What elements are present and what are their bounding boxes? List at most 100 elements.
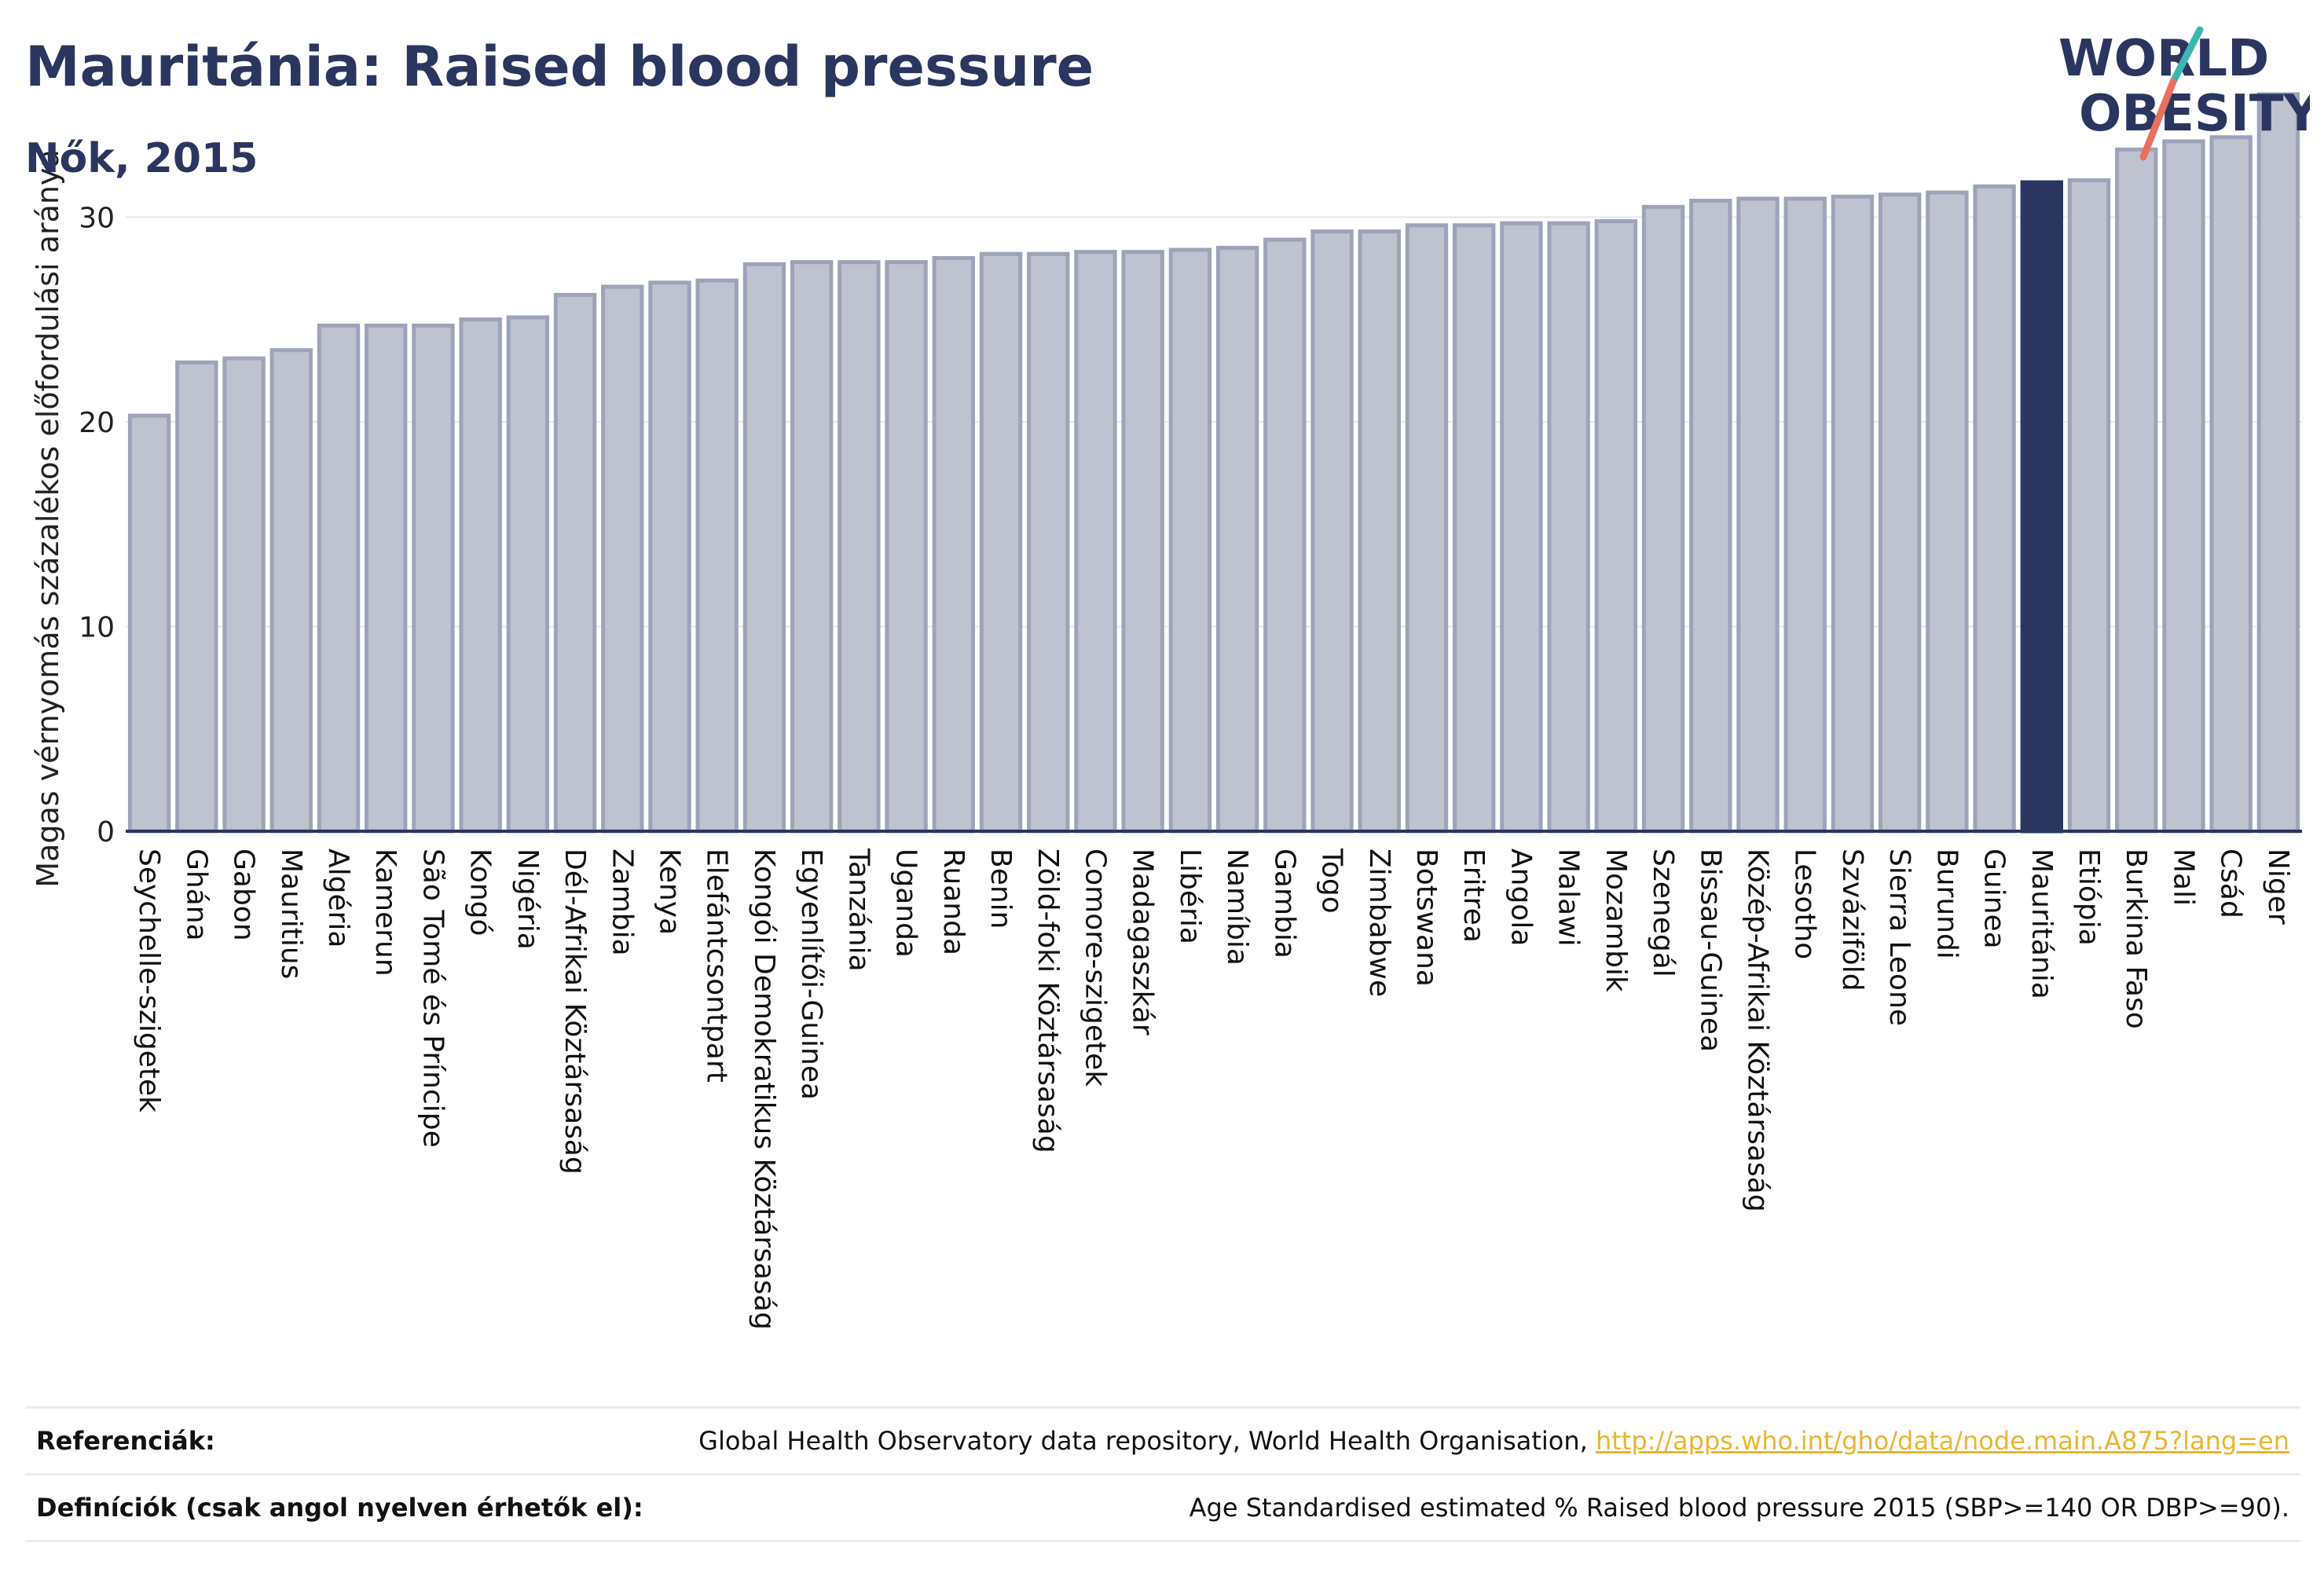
x-tick-label: Gambia bbox=[1268, 848, 1300, 958]
bar bbox=[2209, 135, 2253, 834]
logo-slash-teal bbox=[2169, 26, 2204, 86]
bar bbox=[885, 260, 928, 834]
y-axis-label: Magas vérnyomás százalékos előfordulási … bbox=[31, 149, 65, 887]
y-tick-label: 10 bbox=[79, 611, 115, 643]
x-tick-label: Mauritius bbox=[275, 848, 307, 979]
page-subtitle: Nők, 2015 bbox=[25, 135, 258, 182]
x-axis-labels: Seychelle-szigetek Ghána Gabon Mauritius Alg… bbox=[133, 848, 2294, 1330]
bar bbox=[506, 315, 550, 834]
bar bbox=[1405, 223, 1449, 834]
references-value: Global Health Observatory data repositor… bbox=[698, 1426, 2289, 1456]
page-title: Mauritánia: Raised blood pressure bbox=[25, 35, 1094, 99]
bar bbox=[1641, 204, 1685, 834]
bar bbox=[1736, 196, 1780, 834]
x-tick-label: Nigéria bbox=[511, 848, 544, 950]
bar bbox=[1689, 198, 1732, 834]
x-tick-label: Namíbia bbox=[1221, 848, 1253, 966]
bar bbox=[601, 284, 644, 834]
references-label: Referenciák: bbox=[36, 1426, 215, 1456]
bar bbox=[269, 348, 313, 834]
x-tick-label: Burkina Faso bbox=[2120, 848, 2152, 1029]
x-tick-label: Seychelle-szigetek bbox=[133, 848, 165, 1112]
bar bbox=[1027, 251, 1070, 834]
bar bbox=[1358, 229, 1401, 834]
x-tick-label: Elefántcsontpart bbox=[701, 848, 733, 1083]
x-tick-label: Sierra Leone bbox=[1883, 848, 1915, 1026]
y-tick-label: 30 bbox=[79, 202, 115, 234]
bar bbox=[1074, 250, 1117, 834]
definitions-value: Age Standardised estimated % Raised bloo… bbox=[1189, 1493, 2289, 1523]
y-tick-label: 20 bbox=[79, 407, 115, 439]
bar bbox=[2067, 178, 2111, 834]
x-tick-label: Tanzánia bbox=[842, 848, 874, 972]
bars bbox=[127, 92, 2300, 834]
x-tick-label: Kongói Demokratikus Köztársaság bbox=[748, 848, 780, 1330]
x-tick-label: Csád bbox=[2215, 848, 2247, 918]
bar bbox=[317, 323, 361, 834]
bar bbox=[1500, 221, 1543, 834]
bar bbox=[1168, 247, 1212, 834]
logo-text-world: WORLD bbox=[2058, 30, 2269, 88]
bar-highlighted bbox=[2020, 180, 2063, 834]
references-table: Referenciák: Global Health Observatory d… bbox=[25, 1406, 2300, 1542]
x-tick-label: Zambia bbox=[606, 848, 638, 956]
bar bbox=[1783, 196, 1827, 834]
bar bbox=[648, 280, 691, 834]
bar-chart: 0 10 20 30 Seychelle-szigetek Ghána Gabon Maur… bbox=[31, 92, 2302, 1330]
bar bbox=[1926, 190, 1969, 834]
bar bbox=[1973, 184, 2016, 834]
logo-text-obesity: OBESITY bbox=[2079, 85, 2310, 143]
bar bbox=[175, 360, 218, 834]
x-tick-label: Togo bbox=[1316, 848, 1348, 914]
x-tick-label: Zimbabwe bbox=[1363, 848, 1395, 997]
bar bbox=[2162, 139, 2205, 834]
bar bbox=[365, 323, 408, 834]
x-tick-label: Guinea bbox=[1978, 848, 2011, 949]
bar bbox=[1594, 219, 1638, 834]
definitions-label: Definíciók (csak angol nyelven érhetők e… bbox=[36, 1493, 643, 1523]
bar bbox=[742, 262, 786, 834]
references-link[interactable]: http://apps.who.int/gho/data/node.main.A… bbox=[1595, 1426, 2289, 1456]
x-tick-label: Lesotho bbox=[1789, 848, 1821, 959]
bar bbox=[838, 260, 881, 834]
x-tick-label: Kamerun bbox=[369, 848, 401, 977]
definitions-row: Definíciók (csak angol nyelven érhetők e… bbox=[25, 1473, 2300, 1542]
bar bbox=[790, 260, 834, 834]
x-tick-label: Gabon bbox=[228, 848, 260, 941]
x-tick-label: Közép-Afrikai Köztársaság bbox=[1742, 848, 1774, 1212]
bar bbox=[1263, 237, 1307, 834]
world-obesity-logo: WORLD OBESITY bbox=[2058, 26, 2310, 161]
logo-slash-coral bbox=[2139, 78, 2177, 161]
x-tick-label: Szenegál bbox=[1647, 848, 1679, 977]
x-tick-label: Botswana bbox=[1410, 848, 1442, 987]
x-tick-label: Ghána bbox=[180, 848, 212, 941]
bar bbox=[222, 356, 266, 834]
bar bbox=[2256, 92, 2300, 834]
x-tick-label: Comore-szigetek bbox=[1079, 848, 1111, 1087]
x-tick-label: Libéria bbox=[1174, 848, 1206, 944]
bar bbox=[459, 317, 502, 834]
x-tick-label: Etiópia bbox=[2073, 848, 2105, 946]
x-tick-label: Szváziföld bbox=[1836, 848, 1868, 991]
x-tick-label: Dél-Afrikai Köztársaság bbox=[559, 848, 591, 1175]
bar bbox=[412, 323, 455, 834]
x-tick-label: Egyenlítői-Guinea bbox=[795, 848, 827, 1100]
x-tick-label: Mali bbox=[2167, 848, 2199, 906]
x-tick-label: Burundi bbox=[1930, 848, 1963, 959]
bar bbox=[1453, 223, 1496, 834]
x-tick-label: Bissau-Guinea bbox=[1694, 848, 1726, 1052]
bar bbox=[1215, 245, 1259, 834]
references-row: Referenciák: Global Health Observatory d… bbox=[25, 1406, 2300, 1473]
x-tick-label: Mozambik bbox=[1600, 848, 1632, 992]
bar bbox=[1878, 192, 1922, 834]
bar bbox=[553, 292, 597, 834]
bar bbox=[1310, 229, 1354, 834]
x-tick-label: Madagaszkár bbox=[1127, 848, 1159, 1035]
x-tick-label: Uganda bbox=[890, 848, 922, 958]
x-tick-label: Benin bbox=[984, 848, 1017, 929]
x-tick-label: Mauritánia bbox=[2025, 848, 2058, 999]
bar bbox=[2115, 147, 2158, 834]
x-tick-label: Angola bbox=[1505, 848, 1537, 946]
x-tick-label: Malawi bbox=[1552, 848, 1585, 947]
y-tick-label: 0 bbox=[97, 816, 115, 848]
